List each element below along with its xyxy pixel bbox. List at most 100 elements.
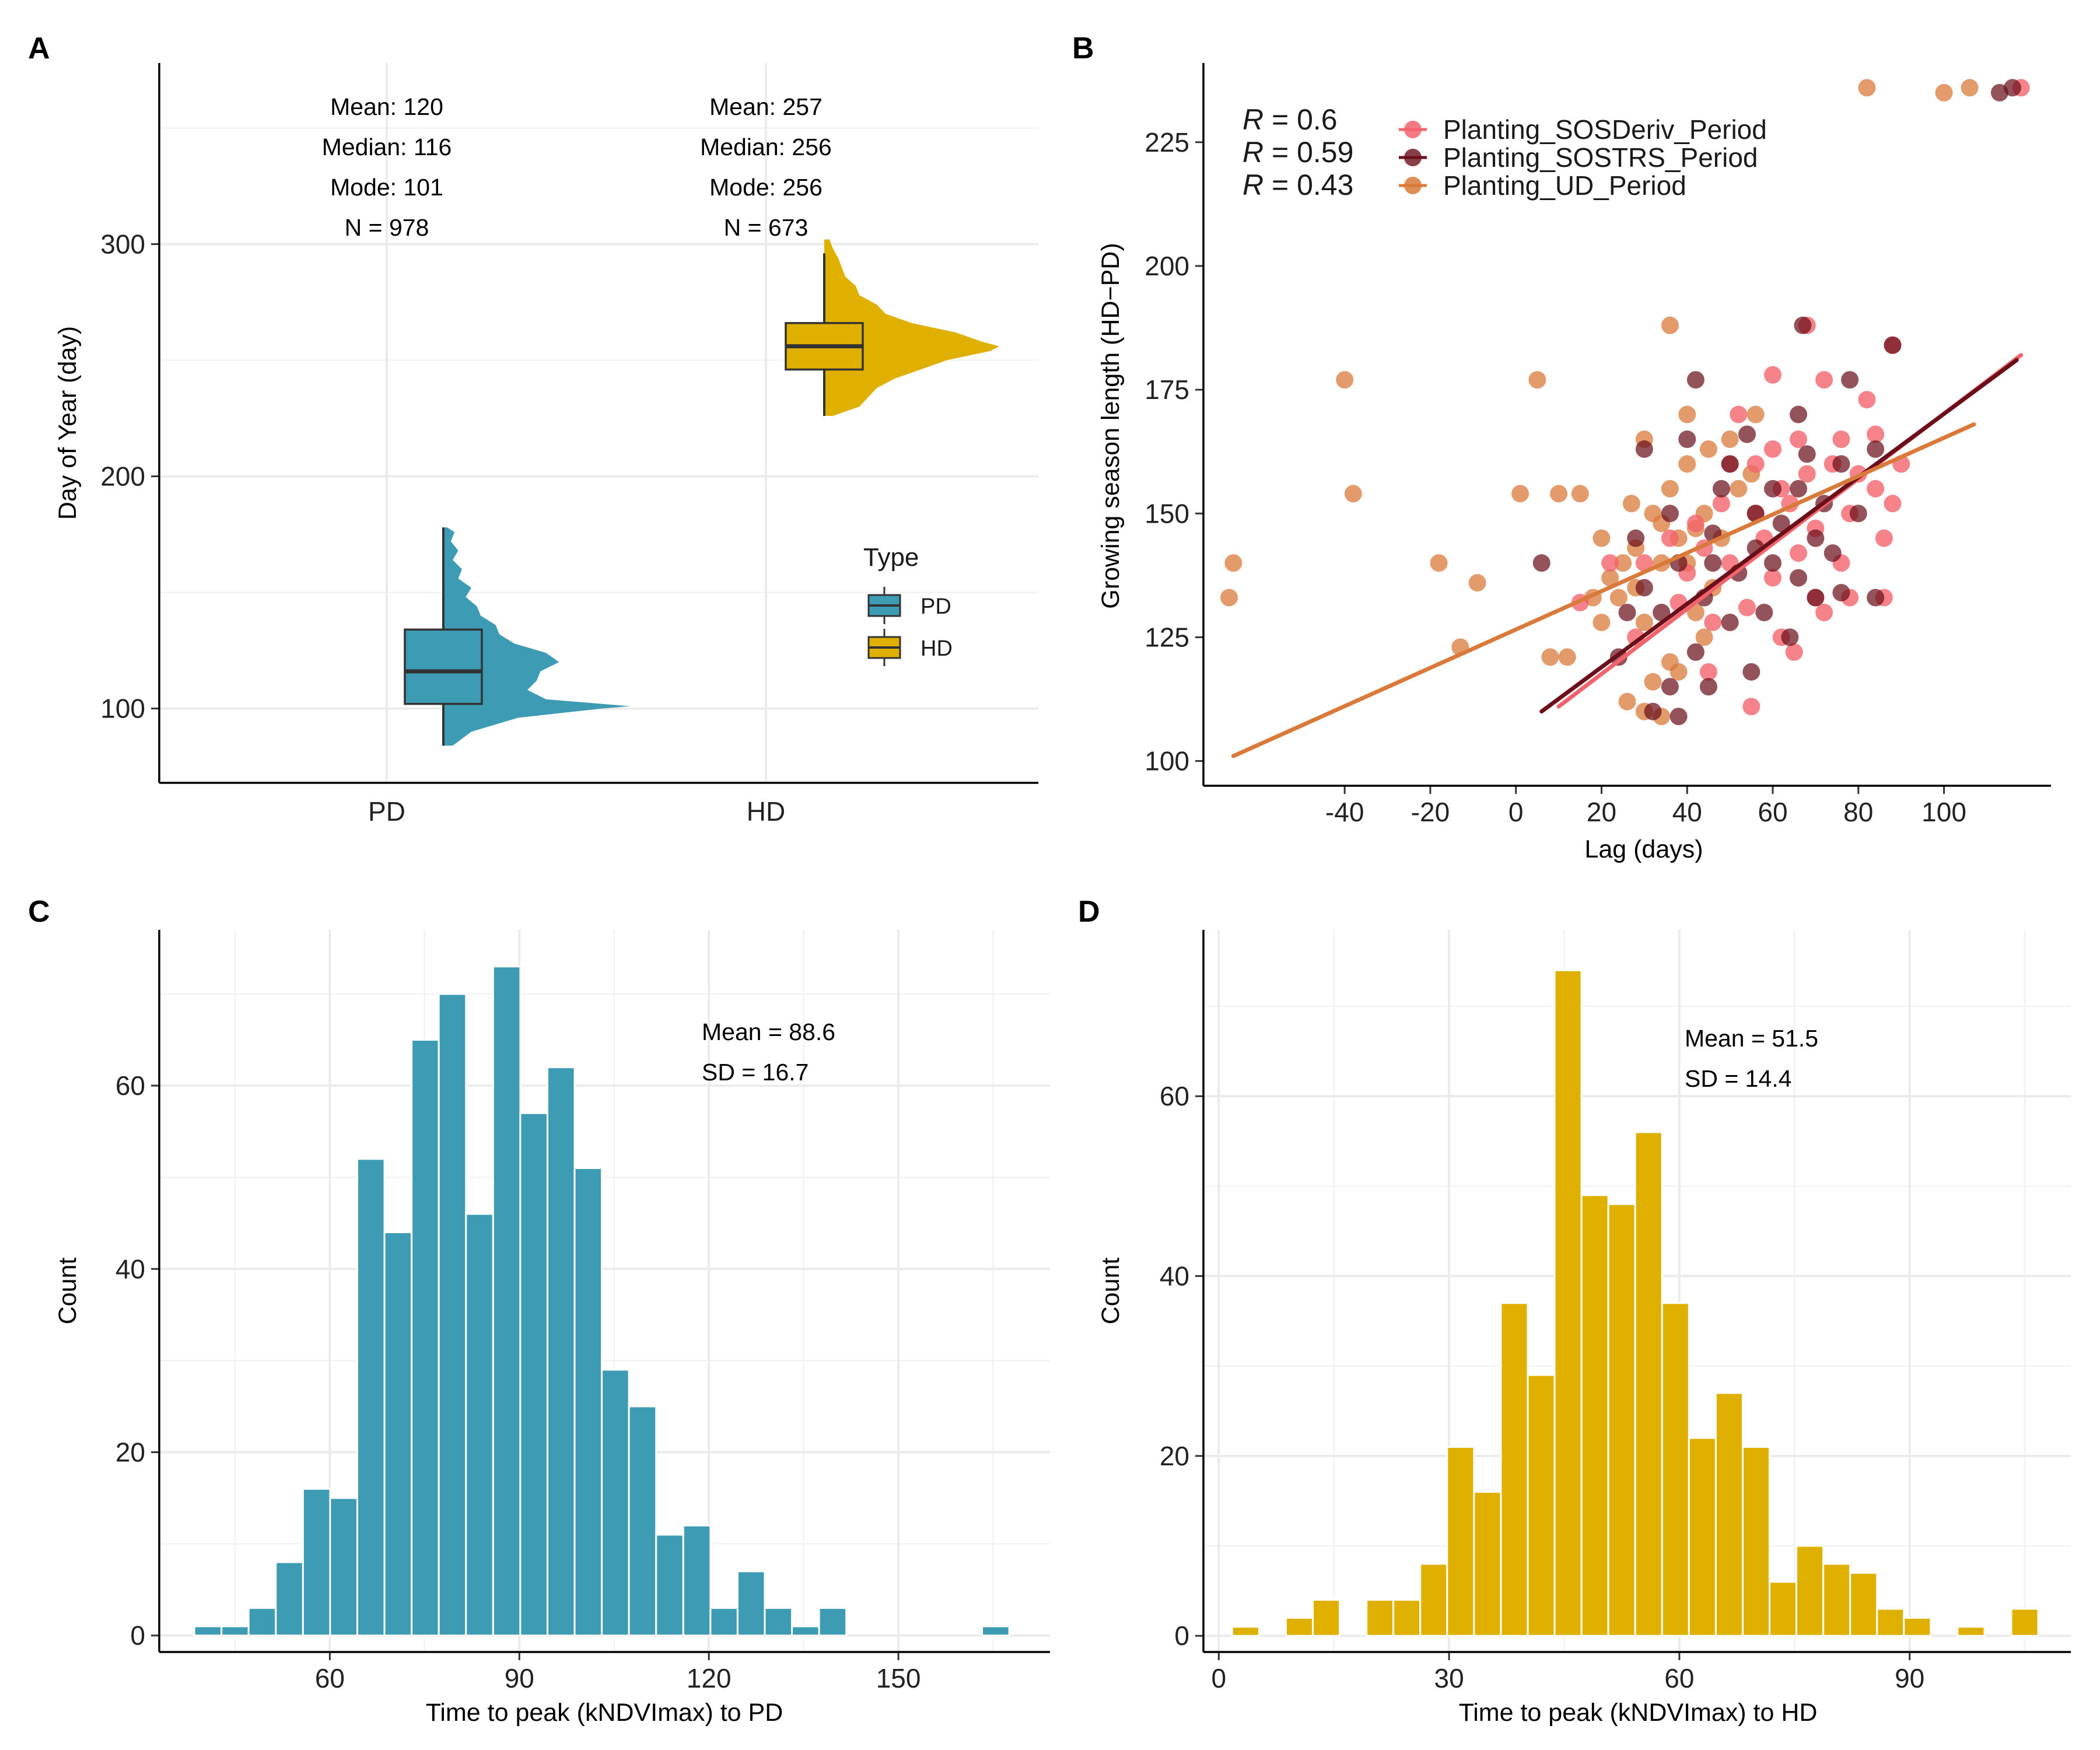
panel-b-r-sostrs: R = 0.59 (1242, 136, 1353, 169)
panel-a-hd-n: N = 673 (724, 214, 808, 241)
point-planting_ud_period (1511, 485, 1530, 503)
y-tick-label: 175 (1144, 374, 1189, 405)
histogram-bar (1312, 1599, 1341, 1637)
point-planting_sostrs_period (1884, 336, 1902, 354)
point-planting_sostrs_period (1635, 440, 1653, 458)
point-planting_ud_period (1558, 648, 1576, 666)
point-planting_sostrs_period (1699, 678, 1717, 696)
panel-d-x-label: Time to peak (kNDVImax) to HD (1459, 1699, 1818, 1727)
fit-line-planting_ud_period (1231, 422, 1976, 758)
histogram-bar (2010, 1608, 2039, 1637)
y-tick-label: 125 (1144, 622, 1189, 652)
point-planting_ud_period (1695, 628, 1713, 646)
point-planting_ud_period (1644, 673, 1662, 691)
point-planting_sostrs_period (1755, 603, 1773, 621)
histogram-bar (1446, 1446, 1475, 1637)
panel-c-mean: Mean = 88.6 (702, 1019, 835, 1045)
point-planting_ud_period (1661, 480, 1679, 498)
histogram-bar (1796, 1545, 1825, 1637)
x-tick-label: -20 (1411, 797, 1450, 827)
point-planting_sostrs_period (1686, 371, 1704, 389)
panel-b-y-label: Growing season length (HD−PD) (1097, 243, 1125, 608)
point-planting_sostrs_period (1867, 440, 1885, 458)
point-planting_sostrs_period (1764, 554, 1782, 572)
histogram-bar (1822, 1563, 1852, 1637)
panel-a-legend-key-hd (867, 629, 901, 666)
histogram-bar (247, 1607, 277, 1637)
y-tick-label: 100 (100, 694, 145, 724)
point-planting_sostrs_period (1644, 702, 1662, 720)
histogram-bar (655, 1534, 684, 1637)
panel-b-legend-label-sosderiv: Planting_SOSDeriv_Period (1443, 114, 1767, 145)
point-planting_ud_period (1746, 405, 1765, 424)
point-planting_ud_period (1336, 371, 1354, 389)
point-planting_sostrs_period (1772, 514, 1790, 533)
panel-b-legend-label-sostrs: Planting_SOSTRS_Period (1443, 142, 1758, 173)
x-tick-label: 30 (1434, 1663, 1464, 1693)
y-tick-label: 0 (130, 1620, 145, 1651)
y-tick-label: 225 (1144, 127, 1189, 158)
histogram-bar (682, 1524, 712, 1637)
y-tick-label: 40 (116, 1254, 145, 1284)
panel-b-legend-key-sosderiv (1399, 121, 1427, 138)
point-planting_sostrs_period (1790, 480, 1808, 498)
x-tick-label: 0 (1212, 1663, 1227, 1693)
histogram-bar (1231, 1626, 1260, 1637)
x-tick-label: -40 (1325, 797, 1364, 827)
histogram-bar (1580, 1194, 1609, 1637)
histogram-bar (1849, 1572, 1878, 1637)
histogram-bar (1714, 1392, 1744, 1637)
panel-a-x-tick-pd: PD (368, 796, 405, 827)
point-planting_ud_period (1571, 485, 1589, 503)
x-tick-label: 60 (1664, 1663, 1694, 1693)
point-planting_sostrs_period (1841, 371, 1859, 389)
point-planting_sosderiv_period (1686, 514, 1704, 533)
x-tick-label: 150 (876, 1663, 921, 1693)
point-planting_ud_period (1858, 79, 1876, 97)
panel-b-fit-lines (1231, 353, 2024, 758)
histogram-bar (791, 1625, 820, 1637)
histogram-bar (1607, 1203, 1636, 1637)
histogram-bar (1903, 1616, 1932, 1637)
histogram-bar (383, 1231, 413, 1637)
panel-label-b: B (1072, 32, 1094, 65)
point-planting_sosderiv_period (1790, 430, 1808, 448)
fit-line-planting_sostrs_period (1539, 358, 2019, 714)
point-planting_sostrs_period (1790, 569, 1808, 587)
point-planting_ud_period (1592, 529, 1611, 547)
y-tick-label: 100 (1144, 746, 1189, 776)
histogram-bar (1741, 1446, 1770, 1637)
point-planting_sostrs_period (1721, 613, 1739, 631)
panel-a-hd-median: Median: 256 (700, 134, 832, 160)
panel-c-y-label: Count (54, 1258, 82, 1325)
histogram-bar (709, 1607, 738, 1637)
panel-b-legend-key-ud (1399, 177, 1427, 194)
point-planting_sosderiv_period (1730, 405, 1748, 424)
panel-d-mean: Mean = 51.5 (1685, 1025, 1818, 1052)
point-planting_ud_period (1961, 79, 1979, 97)
panel-d-ticks: 0 30 60 90 0 20 40 60 (1160, 1081, 1924, 1693)
point-planting_ud_period (1550, 485, 1568, 503)
point-planting_sostrs_period (1832, 455, 1850, 473)
histogram-bar (628, 1405, 657, 1637)
point-planting_sosderiv_period (1798, 465, 1816, 483)
point-planting_sostrs_period (1686, 643, 1704, 661)
point-planting_sosderiv_period (1815, 603, 1833, 621)
x-tick-label: 80 (1843, 797, 1873, 827)
panel-a-pd-mode: Mode: 101 (330, 174, 443, 201)
point-planting_ud_period (1609, 589, 1628, 607)
point-planting_sostrs_period (1798, 445, 1816, 463)
panel-b-legend-label-ud: Planting_UD_Period (1443, 170, 1686, 201)
x-tick-label: 100 (1922, 797, 1966, 827)
panel-a-boxplots (404, 253, 864, 746)
histogram-bar (1284, 1616, 1314, 1637)
panel-a-density (443, 239, 999, 746)
histogram-bar (220, 1625, 250, 1637)
point-planting_ud_period (1528, 371, 1546, 389)
point-planting_sostrs_period (1661, 505, 1679, 523)
panel-c-sd: SD = 16.7 (702, 1059, 808, 1086)
y-tick-label: 300 (100, 229, 145, 259)
point-planting_sostrs_period (1678, 430, 1696, 448)
point-planting_sosderiv_period (1627, 628, 1645, 646)
